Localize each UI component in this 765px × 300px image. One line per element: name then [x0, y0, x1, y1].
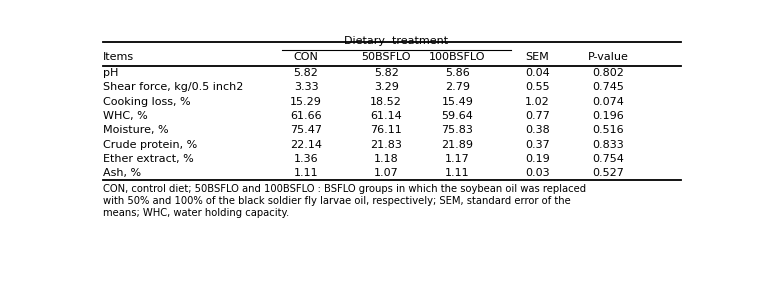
Text: 21.89: 21.89 — [441, 140, 474, 150]
Text: 0.802: 0.802 — [593, 68, 624, 78]
Text: 15.49: 15.49 — [441, 97, 474, 106]
Text: 0.38: 0.38 — [525, 125, 550, 135]
Text: 0.745: 0.745 — [593, 82, 624, 92]
Text: 1.11: 1.11 — [294, 168, 318, 178]
Text: Items: Items — [103, 52, 134, 62]
Text: 1.07: 1.07 — [374, 168, 399, 178]
Text: 1.18: 1.18 — [374, 154, 399, 164]
Text: with 50% and 100% of the black soldier fly larvae oil, respectively; SEM, standa: with 50% and 100% of the black soldier f… — [103, 196, 571, 206]
Text: 1.36: 1.36 — [294, 154, 318, 164]
Text: WHC, %: WHC, % — [103, 111, 148, 121]
Text: Ash, %: Ash, % — [103, 168, 141, 178]
Text: 0.074: 0.074 — [593, 97, 624, 106]
Text: 0.19: 0.19 — [525, 154, 550, 164]
Text: 0.04: 0.04 — [525, 68, 550, 78]
Text: 21.83: 21.83 — [370, 140, 402, 150]
Text: Dietary  treatment: Dietary treatment — [344, 36, 448, 46]
Text: 2.79: 2.79 — [444, 82, 470, 92]
Text: 0.55: 0.55 — [525, 82, 549, 92]
Text: SEM: SEM — [526, 52, 549, 62]
Text: 0.516: 0.516 — [593, 125, 624, 135]
Text: 3.29: 3.29 — [373, 82, 399, 92]
Text: Crude protein, %: Crude protein, % — [103, 140, 197, 150]
Text: 5.86: 5.86 — [445, 68, 470, 78]
Text: P-value: P-value — [588, 52, 629, 62]
Text: 3.33: 3.33 — [294, 82, 318, 92]
Text: 0.03: 0.03 — [525, 168, 549, 178]
Text: 50BSFLO: 50BSFLO — [361, 52, 411, 62]
Text: 76.11: 76.11 — [370, 125, 402, 135]
Text: Moisture, %: Moisture, % — [103, 125, 168, 135]
Text: 5.82: 5.82 — [373, 68, 399, 78]
Text: 1.17: 1.17 — [445, 154, 470, 164]
Text: 0.754: 0.754 — [593, 154, 624, 164]
Text: 0.196: 0.196 — [593, 111, 624, 121]
Text: 75.47: 75.47 — [290, 125, 322, 135]
Text: 1.02: 1.02 — [525, 97, 550, 106]
Text: 100BSFLO: 100BSFLO — [429, 52, 486, 62]
Text: 61.14: 61.14 — [370, 111, 402, 121]
Text: CON, control diet; 50BSFLO and 100BSFLO : BSFLO groups in which the soybean oil : CON, control diet; 50BSFLO and 100BSFLO … — [103, 184, 586, 194]
Text: pH: pH — [103, 68, 118, 78]
Text: Cooking loss, %: Cooking loss, % — [103, 97, 190, 106]
Text: 0.37: 0.37 — [525, 140, 550, 150]
Text: Shear force, kg/0.5 inch2: Shear force, kg/0.5 inch2 — [103, 82, 243, 92]
Text: 5.82: 5.82 — [294, 68, 318, 78]
Text: 0.527: 0.527 — [593, 168, 624, 178]
Text: 59.64: 59.64 — [441, 111, 474, 121]
Text: Ether extract, %: Ether extract, % — [103, 154, 194, 164]
Text: 15.29: 15.29 — [290, 97, 322, 106]
Text: 22.14: 22.14 — [290, 140, 322, 150]
Text: 1.11: 1.11 — [445, 168, 470, 178]
Text: 75.83: 75.83 — [441, 125, 474, 135]
Text: CON: CON — [294, 52, 318, 62]
Text: means; WHC, water holding capacity.: means; WHC, water holding capacity. — [103, 208, 289, 218]
Text: 18.52: 18.52 — [370, 97, 402, 106]
Text: 0.833: 0.833 — [593, 140, 624, 150]
Text: 61.66: 61.66 — [290, 111, 322, 121]
Text: 0.77: 0.77 — [525, 111, 550, 121]
